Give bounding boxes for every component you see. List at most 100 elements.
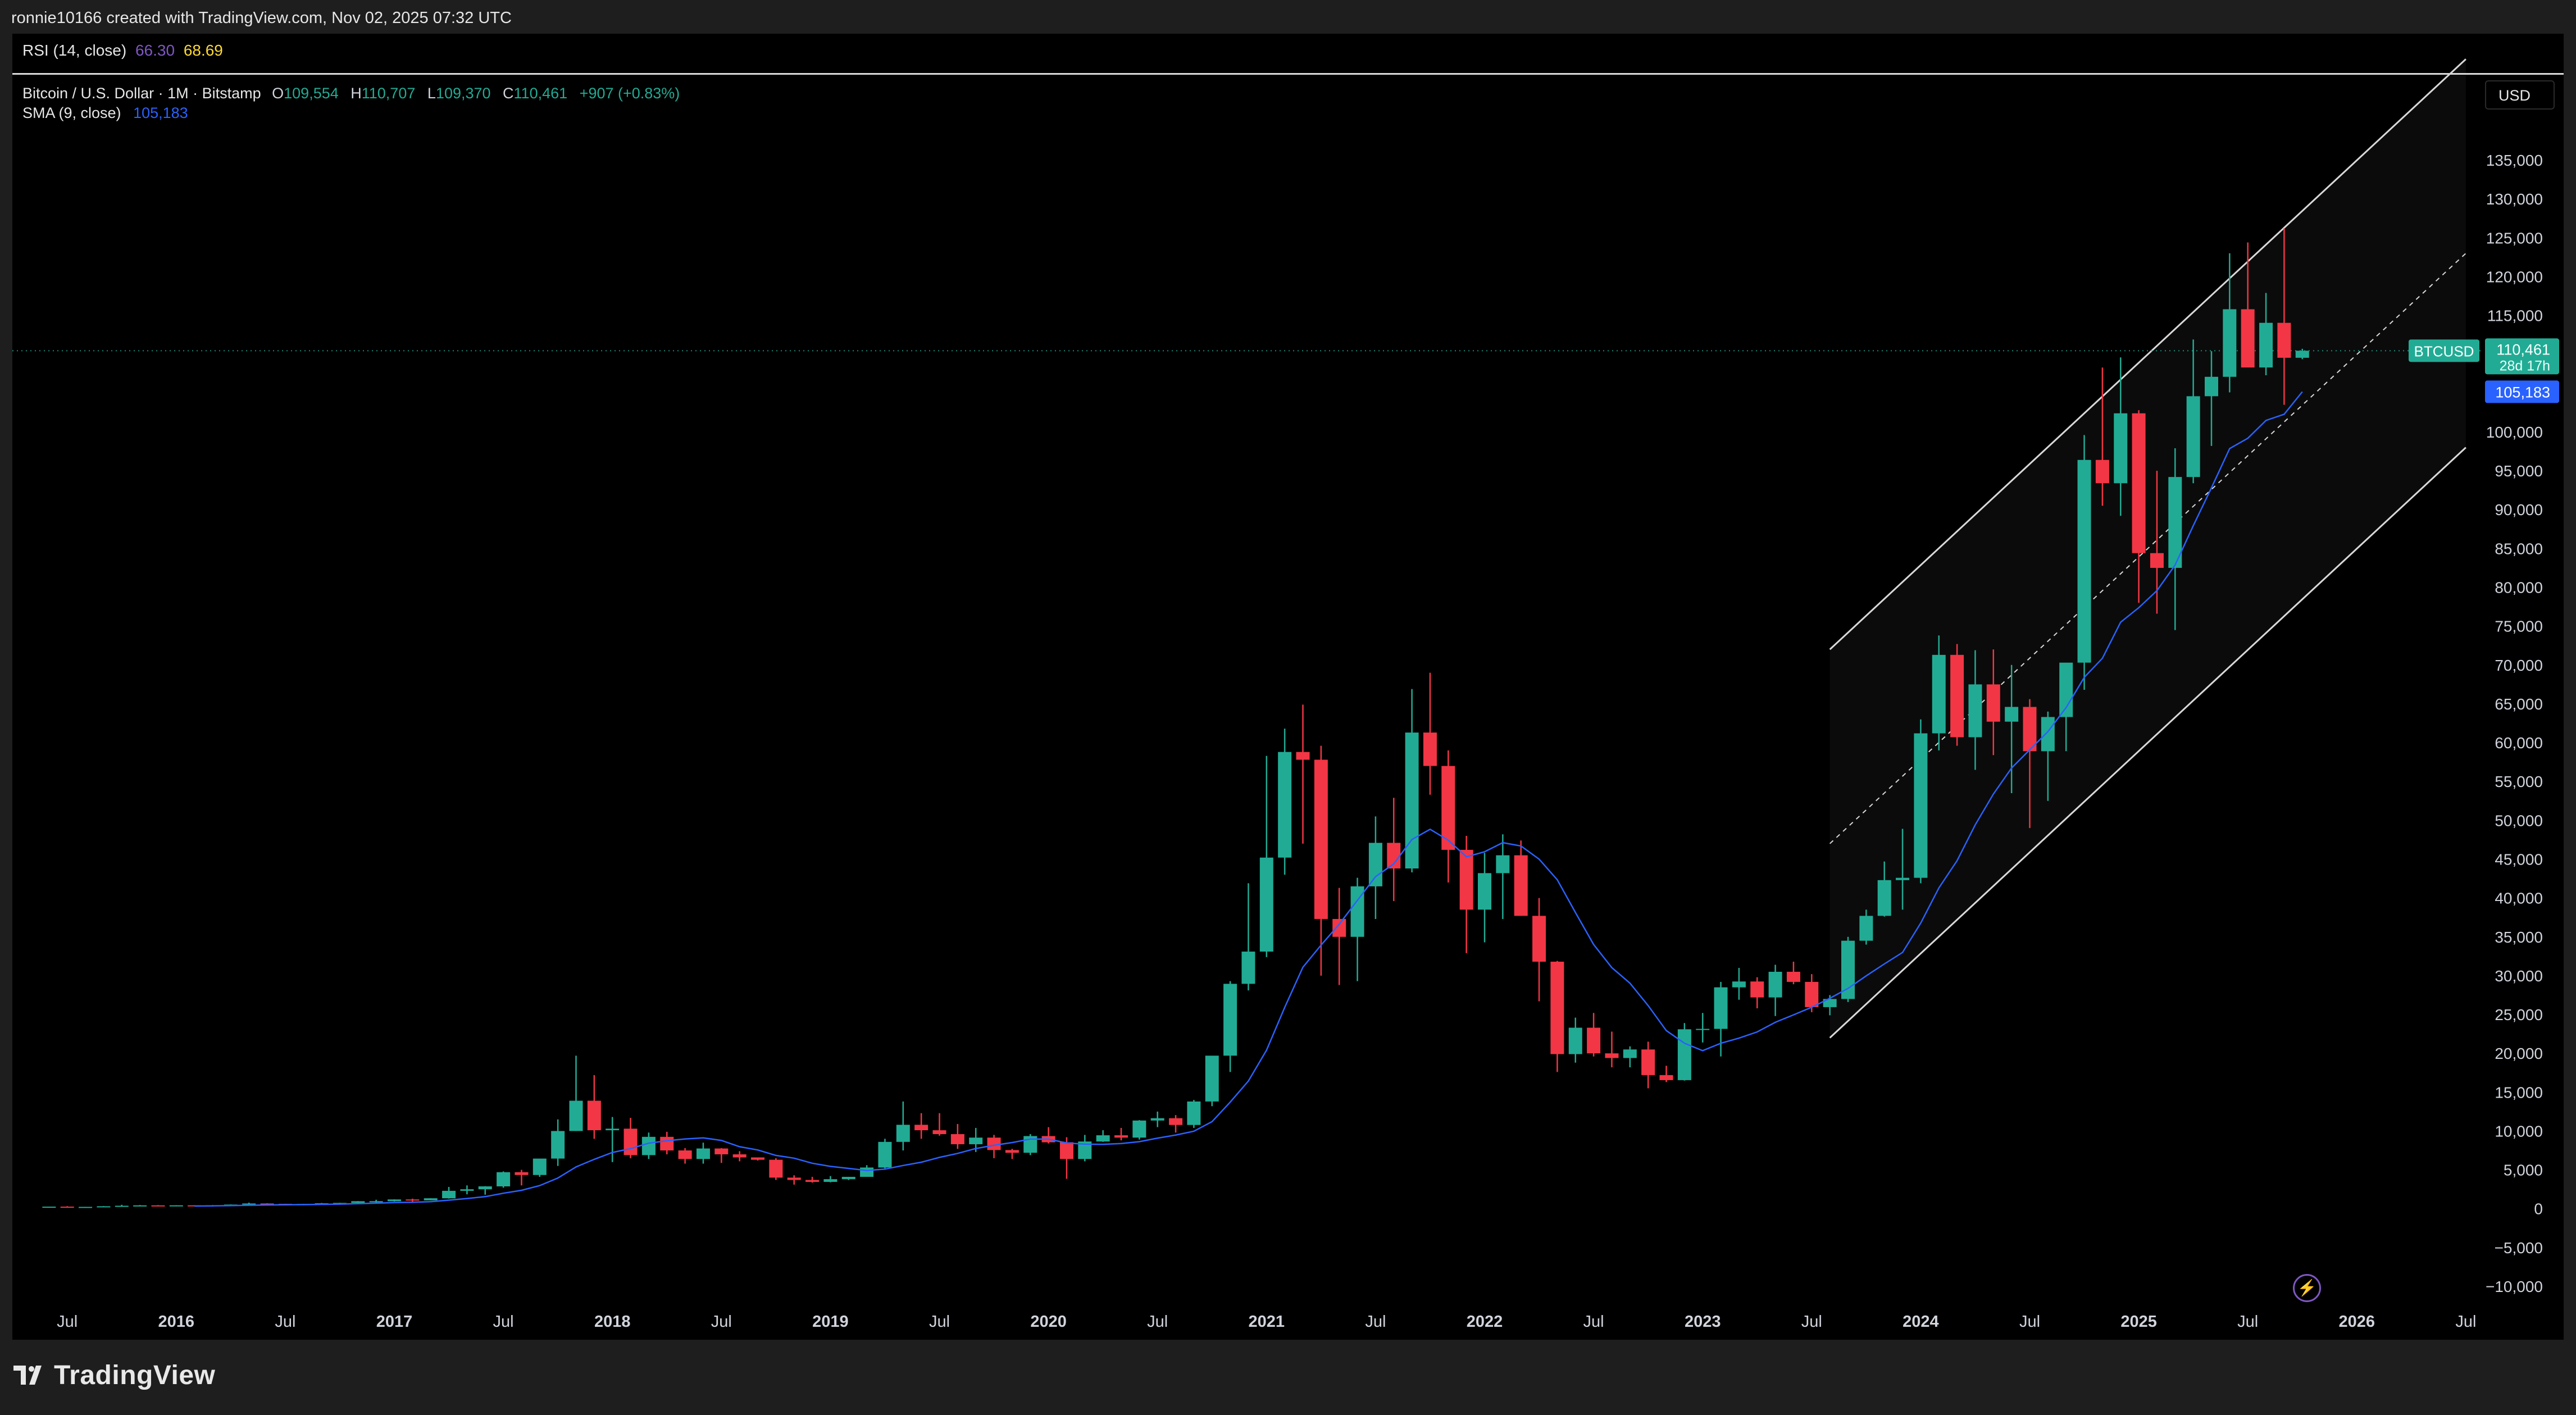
candle — [1387, 798, 1401, 902]
time-tick-label: 2024 — [1903, 1313, 1939, 1331]
candle-body — [1059, 1142, 1073, 1159]
candle — [1478, 853, 1491, 943]
time-tick-label: Jul — [1801, 1313, 1822, 1331]
candle — [42, 1207, 56, 1208]
candle-body — [823, 1179, 838, 1182]
replay-icon[interactable]: ⚡ — [2293, 1274, 2321, 1302]
candle-body — [442, 1190, 456, 1199]
candle-body — [623, 1129, 638, 1155]
tradingview-logo-text: TradingView — [54, 1360, 216, 1390]
sma-price-tag-bg — [2485, 380, 2559, 403]
time-tick-label: 2019 — [812, 1313, 849, 1331]
candle — [1241, 883, 1255, 991]
candle — [787, 1175, 801, 1185]
price-tick-label: 75,000 — [2495, 618, 2543, 635]
candle — [442, 1187, 456, 1199]
attribution-bar: ronnie10166 created with TradingView.com… — [0, 0, 2576, 34]
candle — [1150, 1111, 1164, 1127]
candle-body — [732, 1154, 747, 1158]
candle-body — [569, 1100, 583, 1131]
price-tick-label: −10,000 — [2486, 1278, 2543, 1295]
candle — [478, 1186, 492, 1195]
price-axis[interactable]: 135,000130,000125,000120,000115,000110,0… — [2486, 152, 2543, 1295]
candle — [1696, 1013, 1710, 1043]
candle-body — [2241, 309, 2255, 368]
candle — [1568, 1017, 1582, 1063]
candle — [1096, 1130, 1110, 1142]
pane-separator[interactable] — [12, 73, 2564, 75]
candle-body — [388, 1199, 401, 1202]
candle-body — [1150, 1118, 1164, 1121]
candle — [1132, 1120, 1146, 1140]
candlestick-series — [42, 228, 2309, 1208]
candle-body — [133, 1205, 147, 1207]
price-tick-label: 125,000 — [2486, 229, 2543, 247]
candle — [1950, 644, 1964, 746]
channel-lower-line — [1829, 447, 2466, 1039]
candle — [533, 1158, 547, 1177]
candle-body — [406, 1199, 420, 1201]
change-value: +907 (+0.83%) — [579, 85, 680, 102]
time-tick-label: 2026 — [2339, 1313, 2375, 1331]
attribution-text: ronnie10166 created with TradingView.com… — [11, 9, 512, 27]
candle — [115, 1204, 129, 1207]
candle — [1714, 981, 1728, 1057]
sma-legend[interactable]: SMA (9, close) 105,183 — [22, 104, 193, 122]
sma-price-tag: 105,183 — [2485, 380, 2559, 403]
candle-body — [2005, 707, 2019, 722]
price-tick-label: 45,000 — [2495, 850, 2543, 868]
currency-selector[interactable]: USD — [2485, 80, 2555, 110]
time-tick-label: 2021 — [1249, 1313, 1285, 1331]
candle — [133, 1205, 147, 1207]
time-tick-label: 2025 — [2120, 1313, 2157, 1331]
candle — [1205, 1055, 1219, 1107]
price-tick-label: 130,000 — [2486, 190, 2543, 208]
symbol-title: Bitcoin / U.S. Dollar · 1M · Bitstamp — [22, 85, 261, 102]
candle-body — [2114, 413, 2128, 484]
candle — [896, 1101, 910, 1151]
sma-line — [194, 391, 2303, 1207]
candle-body — [769, 1159, 783, 1178]
time-tick-label: Jul — [57, 1313, 78, 1331]
rsi-legend[interactable]: RSI (14, close) 66.30 68.69 — [22, 42, 227, 60]
chart-pane[interactable]: 135,000130,000125,000120,000115,000110,0… — [12, 34, 2564, 1340]
candle-body — [2223, 309, 2237, 377]
price-tick-label: 95,000 — [2495, 462, 2543, 480]
symbol-legend[interactable]: Bitcoin / U.S. Dollar · 1M · Bitstamp O1… — [22, 85, 684, 102]
price-chart[interactable]: 135,000130,000125,000120,000115,000110,0… — [12, 34, 2564, 1340]
last-price-text: 110,461 — [2496, 341, 2550, 358]
candle-body — [1823, 999, 1837, 1007]
price-tick-label: 50,000 — [2495, 812, 2543, 829]
time-tick-label: Jul — [275, 1313, 295, 1331]
candle — [932, 1113, 946, 1136]
candle-body — [969, 1138, 983, 1144]
candle-body — [1750, 981, 1764, 998]
price-tick-label: 90,000 — [2495, 501, 2543, 518]
candle-body — [2077, 459, 2091, 663]
candle — [2277, 228, 2291, 405]
price-tick-label: 30,000 — [2495, 967, 2543, 985]
price-tick-label: 25,000 — [2495, 1006, 2543, 1023]
price-tick-label: 135,000 — [2486, 152, 2543, 169]
channel-middle-line — [1829, 253, 2466, 844]
candle — [424, 1198, 438, 1200]
candle — [696, 1143, 710, 1164]
candle-body — [1896, 877, 1910, 880]
candle-body — [1877, 880, 1891, 916]
parallel-channel[interactable] — [1829, 58, 2466, 1039]
candle — [1459, 836, 1473, 953]
candle — [2295, 348, 2309, 360]
candle-body — [1696, 1029, 1710, 1030]
candle — [1750, 977, 1764, 1008]
tradingview-logo[interactable]: TradingView — [13, 1358, 215, 1392]
candle — [1496, 834, 1510, 919]
candle-body — [932, 1130, 946, 1134]
candle — [60, 1206, 74, 1208]
candle-body — [1405, 732, 1419, 869]
time-axis[interactable]: Jul 2016 Jul 2017 Jul 2018 Jul 2019 Jul 2020 Jul 20… — [57, 1313, 2476, 1331]
candle-body — [841, 1177, 855, 1180]
candle-body — [1859, 916, 1873, 941]
candle — [1223, 981, 1237, 1072]
candle-body — [1550, 962, 1564, 1054]
